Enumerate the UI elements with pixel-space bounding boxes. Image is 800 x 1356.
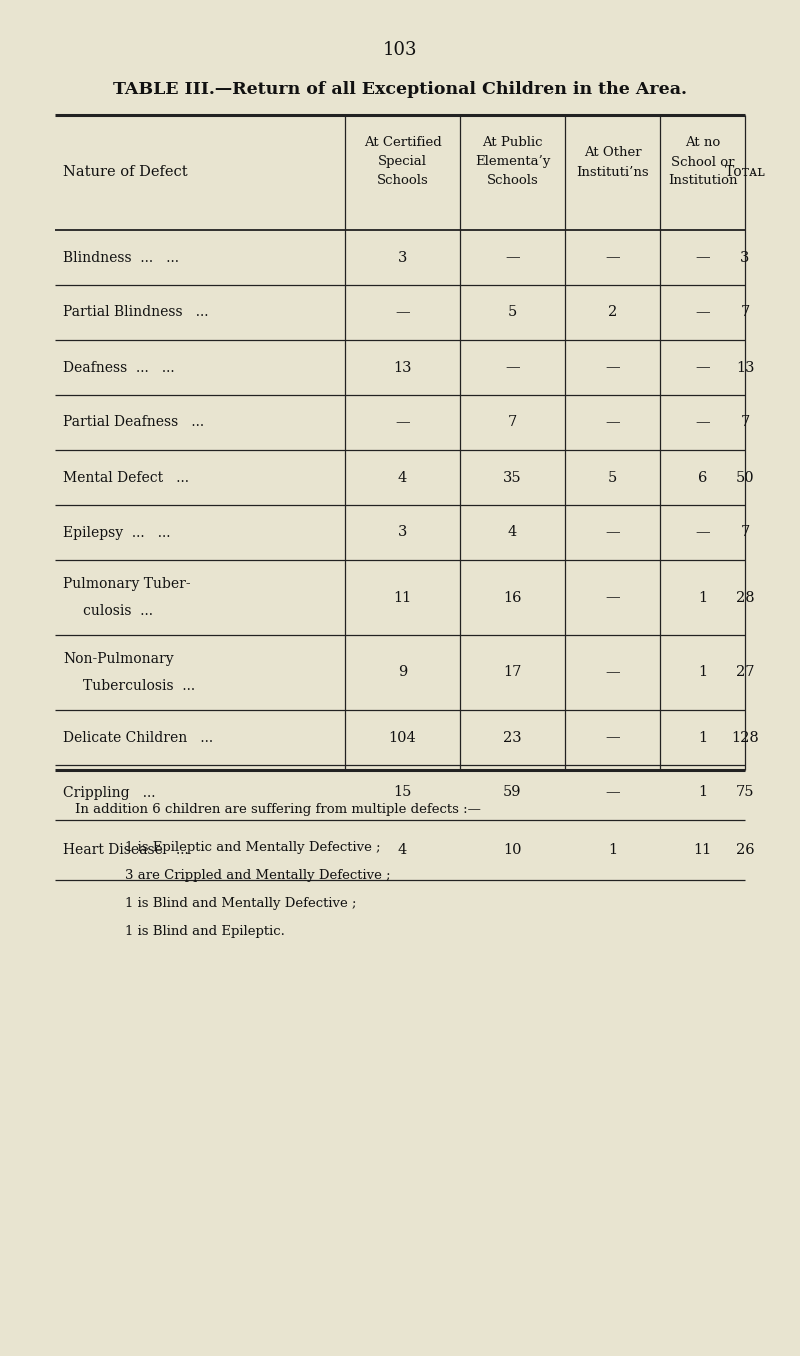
Text: 35: 35 — [503, 471, 522, 484]
Text: 4: 4 — [398, 471, 407, 484]
Text: 1: 1 — [698, 590, 707, 605]
Text: 3: 3 — [398, 251, 407, 264]
Text: Institution: Institution — [668, 175, 738, 187]
Text: Schools: Schools — [486, 175, 538, 187]
Text: 1: 1 — [698, 731, 707, 744]
Text: —: — — [395, 415, 410, 430]
Text: —: — — [605, 666, 620, 679]
Text: 104: 104 — [389, 731, 416, 744]
Text: In addition 6 children are suffering from multiple defects :—: In addition 6 children are suffering fro… — [75, 804, 481, 816]
Text: Special: Special — [378, 156, 427, 168]
Text: —: — — [695, 305, 710, 320]
Text: Pulmonary Tuber-: Pulmonary Tuber- — [63, 578, 190, 591]
Text: Blindness  ...   ...: Blindness ... ... — [63, 251, 179, 264]
Text: —: — — [695, 361, 710, 374]
Text: —: — — [605, 526, 620, 540]
Text: At Other: At Other — [584, 145, 642, 159]
Text: 15: 15 — [394, 785, 412, 800]
Text: Elementa’y: Elementa’y — [475, 156, 550, 168]
Text: 50: 50 — [736, 471, 754, 484]
Text: Nature of Defect: Nature of Defect — [63, 165, 188, 179]
Text: 1 is Blind and Mentally Defective ;: 1 is Blind and Mentally Defective ; — [125, 898, 357, 910]
Text: Delicate Children   ...: Delicate Children ... — [63, 731, 213, 744]
Text: Partial Deafness   ...: Partial Deafness ... — [63, 415, 204, 430]
Text: Tuberculosis  ...: Tuberculosis ... — [83, 679, 195, 693]
Text: 11: 11 — [694, 843, 712, 857]
Text: Heart Disease   ...: Heart Disease ... — [63, 843, 189, 857]
Text: 28: 28 — [736, 590, 754, 605]
Text: Non-Pulmonary: Non-Pulmonary — [63, 652, 174, 666]
Text: 27: 27 — [736, 666, 754, 679]
Text: 3 are Crippled and Mentally Defective ;: 3 are Crippled and Mentally Defective ; — [125, 869, 390, 883]
Text: 4: 4 — [398, 843, 407, 857]
Text: 9: 9 — [398, 666, 407, 679]
Text: 7: 7 — [740, 305, 750, 320]
Text: 10: 10 — [503, 843, 522, 857]
Text: 1: 1 — [698, 666, 707, 679]
Text: —: — — [505, 361, 520, 374]
Text: 75: 75 — [736, 785, 754, 800]
Text: TABLE III.—Return of all Exceptional Children in the Area.: TABLE III.—Return of all Exceptional Chi… — [113, 81, 687, 99]
Text: Schools: Schools — [377, 175, 428, 187]
Text: School or: School or — [670, 156, 734, 168]
Text: Deafness  ...   ...: Deafness ... ... — [63, 361, 174, 374]
Text: 1 is Epileptic and Mentally Defective ;: 1 is Epileptic and Mentally Defective ; — [125, 842, 381, 854]
Text: 6: 6 — [698, 471, 707, 484]
Text: 5: 5 — [508, 305, 517, 320]
Text: 5: 5 — [608, 471, 617, 484]
Text: 3: 3 — [740, 251, 750, 264]
Text: Tᴏᴛᴀʟ: Tᴏᴛᴀʟ — [725, 165, 766, 179]
Text: 7: 7 — [740, 526, 750, 540]
Text: Crippling   ...: Crippling ... — [63, 785, 155, 800]
Text: 17: 17 — [503, 666, 522, 679]
Text: 2: 2 — [608, 305, 617, 320]
Text: —: — — [695, 415, 710, 430]
Text: 4: 4 — [508, 526, 517, 540]
Text: 7: 7 — [740, 415, 750, 430]
Text: 7: 7 — [508, 415, 517, 430]
Text: —: — — [695, 251, 710, 264]
Text: 1 is Blind and Epileptic.: 1 is Blind and Epileptic. — [125, 926, 285, 938]
Text: 128: 128 — [731, 731, 759, 744]
Text: 1: 1 — [698, 785, 707, 800]
Text: —: — — [605, 590, 620, 605]
Text: At Public: At Public — [482, 137, 542, 149]
Text: —: — — [605, 731, 620, 744]
Text: 13: 13 — [394, 361, 412, 374]
Text: 26: 26 — [736, 843, 754, 857]
Text: culosis  ...: culosis ... — [83, 603, 153, 618]
Text: 11: 11 — [394, 590, 412, 605]
Text: Instituti’ns: Instituti’ns — [576, 165, 649, 179]
Text: 13: 13 — [736, 361, 754, 374]
Text: —: — — [605, 361, 620, 374]
Text: —: — — [695, 526, 710, 540]
Text: 23: 23 — [503, 731, 522, 744]
Text: —: — — [505, 251, 520, 264]
Text: At Certified: At Certified — [364, 137, 442, 149]
Text: 59: 59 — [503, 785, 522, 800]
Text: —: — — [605, 785, 620, 800]
Text: Epilepsy  ...   ...: Epilepsy ... ... — [63, 526, 170, 540]
Text: 3: 3 — [398, 526, 407, 540]
Text: —: — — [605, 415, 620, 430]
Text: 103: 103 — [382, 41, 418, 60]
Text: Mental Defect   ...: Mental Defect ... — [63, 471, 189, 484]
Text: 16: 16 — [503, 590, 522, 605]
Text: —: — — [395, 305, 410, 320]
Text: Partial Blindness   ...: Partial Blindness ... — [63, 305, 209, 320]
Text: At no: At no — [685, 137, 720, 149]
Text: 1: 1 — [608, 843, 617, 857]
Text: —: — — [605, 251, 620, 264]
